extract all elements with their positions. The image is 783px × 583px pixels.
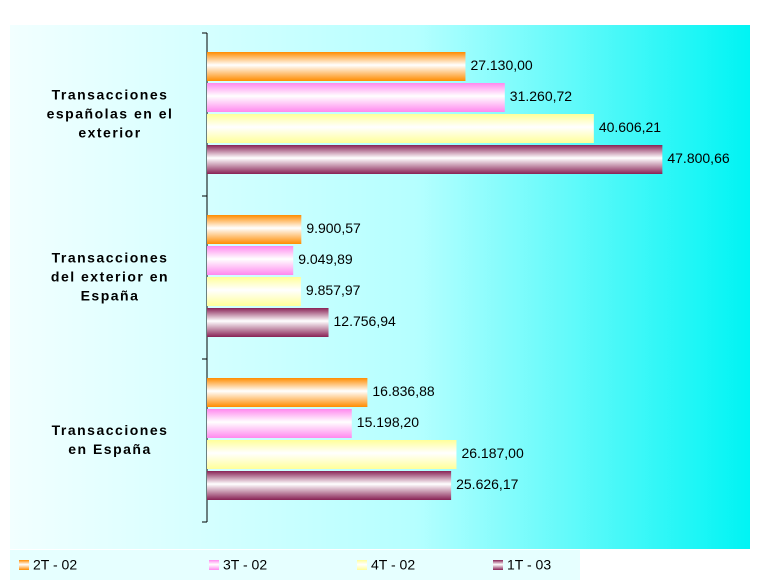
legend-label: 4T - 02	[371, 557, 415, 573]
bar	[207, 440, 457, 469]
value-label: 9.857,97	[306, 282, 361, 298]
bar	[207, 378, 368, 407]
legend-label: 1T - 03	[507, 557, 551, 573]
category-label: Transacciones en España	[52, 422, 169, 457]
value-label: 9.900,57	[306, 220, 361, 236]
category-label: Transacciones del exterior en España	[51, 249, 169, 303]
bar	[207, 52, 466, 81]
bar	[207, 246, 294, 275]
legend-marker	[209, 560, 219, 570]
value-label: 15.198,20	[357, 414, 419, 430]
legend-label: 2T - 02	[33, 557, 77, 573]
value-label: 9.049,89	[298, 251, 353, 267]
bar	[207, 215, 302, 244]
value-label: 26.187,00	[461, 445, 523, 461]
bar	[207, 83, 505, 112]
value-label: 47.800,66	[667, 150, 729, 166]
value-label: 25.626,17	[456, 476, 518, 492]
legend-marker	[493, 560, 503, 570]
bar	[207, 145, 663, 174]
value-label: 27.130,00	[470, 57, 532, 73]
bar	[207, 277, 301, 306]
legend-label: 3T - 02	[223, 557, 267, 573]
bar	[207, 114, 594, 143]
bar	[207, 471, 452, 500]
legend-background	[10, 550, 580, 580]
value-label: 31.260,72	[510, 88, 572, 104]
category-label: Transacciones españolas en el exterior	[47, 86, 174, 140]
value-label: 40.606,21	[599, 119, 661, 135]
legend-marker	[357, 560, 367, 570]
legend-marker	[19, 560, 29, 570]
value-label: 16.836,88	[372, 383, 434, 399]
bar	[207, 409, 352, 438]
bar	[207, 308, 329, 337]
value-label: 12.756,94	[334, 313, 396, 329]
